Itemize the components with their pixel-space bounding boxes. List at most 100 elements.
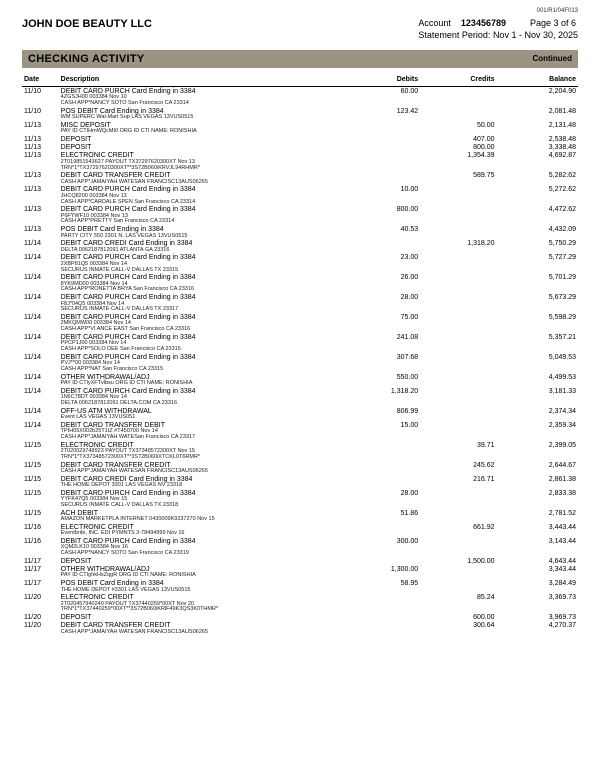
table-row: 11/20DEPOSIT600.003,969.73 xyxy=(22,613,578,621)
cell-description: DEPOSIT xyxy=(59,557,344,565)
cell-date: 11/16 xyxy=(22,537,59,557)
cell-balance: 5,049.53 xyxy=(497,353,579,373)
cell-debit: 300.00 xyxy=(344,537,420,557)
table-row: 11/13POS DEBIT Card Ending in 3384PARTY … xyxy=(22,225,578,239)
cell-date: 11/13 xyxy=(22,121,59,135)
cell-debit: 15.00 xyxy=(344,421,420,441)
cell-credit: 800.00 xyxy=(420,143,496,151)
table-row: 11/13DEPOSIT800.003,338.48 xyxy=(22,143,578,151)
cell-date: 11/13 xyxy=(22,171,59,185)
table-row: 11/15DEBIT CARD TRANSFER CREDITCASH APP*… xyxy=(22,461,578,475)
account-label: Account xyxy=(418,18,451,28)
table-row: 11/14DEBIT CARD PURCH Card Ending in 338… xyxy=(22,333,578,353)
cell-credit: 50.00 xyxy=(420,121,496,135)
cell-balance: 5,750.29 xyxy=(497,239,579,253)
table-row: 11/14DEBIT CARD CREDI Card Ending in 338… xyxy=(22,239,578,253)
table-row: 11/15ACH DEBITAMAZON MARKETPLA INTERNET … xyxy=(22,509,578,523)
cell-date: 11/14 xyxy=(22,373,59,387)
cell-description: DEBIT CARD PURCH Card Ending in 33841N6C… xyxy=(59,387,344,407)
cell-description: ELECTRONIC CREDIT2T020029748923 PAYOUT T… xyxy=(59,441,344,461)
table-row: 11/10DEBIT CARD PURCH Card Ending in 338… xyxy=(22,86,578,106)
table-row: 11/15DEBIT CARD CREDI Card Ending in 338… xyxy=(22,475,578,489)
page-number: Page 3 of 6 xyxy=(530,18,576,30)
cell-debit xyxy=(344,475,420,489)
cell-debit: 51.86 xyxy=(344,509,420,523)
cell-credit xyxy=(420,579,496,593)
cell-date: 11/14 xyxy=(22,313,59,333)
cell-credit: 216.71 xyxy=(420,475,496,489)
cell-description: DEPOSIT xyxy=(59,143,344,151)
cell-debit xyxy=(344,461,420,475)
cell-credit xyxy=(420,407,496,421)
cell-date: 11/13 xyxy=(22,143,59,151)
cell-credit: 661.92 xyxy=(420,523,496,537)
table-row: 11/13DEBIT CARD PURCH Card Ending in 338… xyxy=(22,185,578,205)
table-row: 11/14DEBIT CARD PURCH Card Ending in 338… xyxy=(22,353,578,373)
cell-balance: 3,969.73 xyxy=(497,613,579,621)
cell-date: 11/14 xyxy=(22,293,59,313)
cell-debit xyxy=(344,523,420,537)
cell-date: 11/14 xyxy=(22,253,59,273)
cell-description: OTHER WITHDRAWAL/ADJPAY ID CTIghkHxZqgR … xyxy=(59,565,344,579)
cell-balance: 2,204.90 xyxy=(497,86,579,106)
cell-description: DEBIT CARD TRANSFER DEBITTPIH05X002b25T1… xyxy=(59,421,344,441)
cell-debit xyxy=(344,621,420,635)
cell-credit xyxy=(420,421,496,441)
cell-credit xyxy=(420,333,496,353)
cell-credit: 407.00 xyxy=(420,135,496,143)
cell-debit: 307.68 xyxy=(344,353,420,373)
cell-credit xyxy=(420,86,496,106)
table-row: 11/17DEPOSIT1,500.004,643.44 xyxy=(22,557,578,565)
cell-credit: 85.24 xyxy=(420,593,496,613)
cell-debit xyxy=(344,121,420,135)
cell-credit xyxy=(420,253,496,273)
cell-balance: 3,181.33 xyxy=(497,387,579,407)
section-title: CHECKING ACTIVITY xyxy=(28,53,145,65)
cell-date: 11/20 xyxy=(22,621,59,635)
cell-date: 11/15 xyxy=(22,441,59,461)
cell-description: DEBIT CARD PURCH Card Ending in 33842MKQ… xyxy=(59,313,344,333)
table-row: 11/20DEBIT CARD TRANSFER CREDITCASH APP*… xyxy=(22,621,578,635)
cell-debit: 75.00 xyxy=(344,313,420,333)
cell-debit xyxy=(344,239,420,253)
cell-balance: 5,727.29 xyxy=(497,253,579,273)
cell-debit xyxy=(344,143,420,151)
statement-page: 001/R1/04F013 JOHN DOE BEAUTY LLC Accoun… xyxy=(0,0,600,654)
cell-balance: 2,081.48 xyxy=(497,107,579,121)
cell-debit: 26.00 xyxy=(344,273,420,293)
col-balance: Balance xyxy=(497,74,579,87)
cell-description: DEBIT CARD PURCH Card Ending in 33848YK9… xyxy=(59,273,344,293)
cell-balance: 3,443.44 xyxy=(497,523,579,537)
cell-balance: 3,284.49 xyxy=(497,579,579,593)
cell-balance: 5,598.29 xyxy=(497,313,579,333)
section-bar: CHECKING ACTIVITY Continued xyxy=(22,50,578,68)
cell-balance: 2,359.34 xyxy=(497,421,579,441)
cell-date: 11/17 xyxy=(22,579,59,593)
cell-description: DEBIT CARD PURCH Card Ending in 3384F8J*… xyxy=(59,293,344,313)
activity-table: Date Description Debits Credits Balance … xyxy=(22,74,578,636)
cell-credit xyxy=(420,313,496,333)
cell-balance: 5,357.21 xyxy=(497,333,579,353)
cell-debit: 23.00 xyxy=(344,253,420,273)
cell-description: DEBIT CARD TRANSFER CREDITCASH APP*JAMAI… xyxy=(59,461,344,475)
header: JOHN DOE BEAUTY LLC Account 123456789 Pa… xyxy=(22,18,578,40)
col-date: Date xyxy=(22,74,59,87)
cell-description: POS DEBIT Card Ending in 3384PARTY CITY … xyxy=(59,225,344,239)
cell-debit: 28.00 xyxy=(344,293,420,313)
cell-balance: 2,781.52 xyxy=(497,509,579,523)
cell-balance: 2,131.48 xyxy=(497,121,579,135)
cell-credit xyxy=(420,509,496,523)
cell-credit: 589.75 xyxy=(420,171,496,185)
account-number: 123456789 xyxy=(461,18,506,28)
cell-description: POS DEBIT Card Ending in 3384THE HOME DE… xyxy=(59,579,344,593)
cell-balance: 3,343.44 xyxy=(497,565,579,579)
cell-balance: 3,369.73 xyxy=(497,593,579,613)
cell-credit xyxy=(420,373,496,387)
cell-credit xyxy=(420,107,496,121)
table-header-row: Date Description Debits Credits Balance xyxy=(22,74,578,87)
cell-credit xyxy=(420,489,496,509)
cell-description: DEBIT CARD PURCH Card Ending in 33842XBP… xyxy=(59,253,344,273)
document-code: 001/R1/04F013 xyxy=(537,8,578,14)
cell-description: DEBIT CARD TRANSFER CREDITCASH APP*JAMAI… xyxy=(59,621,344,635)
cell-debit: 1,300.00 xyxy=(344,565,420,579)
